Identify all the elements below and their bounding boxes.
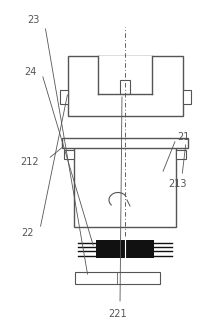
- Bar: [60, 90, 68, 104]
- Bar: [75, 272, 160, 284]
- Bar: [64, 150, 74, 159]
- Bar: [183, 90, 191, 104]
- Text: 21: 21: [177, 132, 189, 142]
- Text: 23: 23: [27, 15, 39, 25]
- Bar: [176, 150, 186, 159]
- Bar: [98, 56, 152, 94]
- Text: 213: 213: [169, 179, 187, 189]
- Text: 212: 212: [21, 157, 39, 167]
- Text: 221: 221: [109, 309, 127, 319]
- Bar: [120, 80, 130, 94]
- Bar: [74, 145, 176, 227]
- Text: 24: 24: [24, 67, 36, 77]
- Bar: [62, 138, 188, 148]
- Bar: [68, 56, 183, 116]
- Text: 22: 22: [22, 228, 34, 238]
- Bar: [96, 240, 154, 258]
